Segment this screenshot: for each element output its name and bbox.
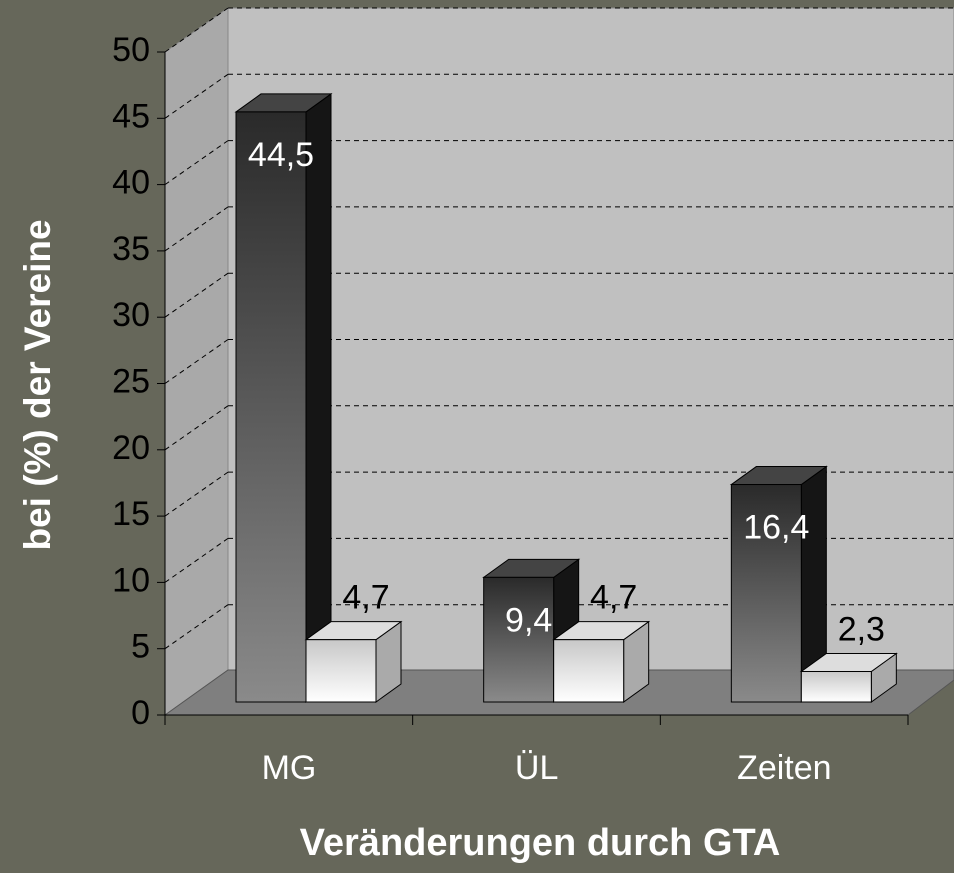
- y-tick-label: 30: [112, 296, 150, 334]
- grid-line: [164, 7, 229, 53]
- bar: [305, 639, 377, 703]
- value-label: 2,3: [838, 610, 885, 648]
- value-label: 44,5: [248, 136, 314, 174]
- value-label: 4,7: [342, 579, 389, 617]
- grid-line: [164, 272, 229, 318]
- y-tick-label: 45: [112, 97, 150, 135]
- y-tick-label: 15: [112, 495, 150, 533]
- bar-side: [305, 92, 332, 703]
- y-axis-title: bei (%) der Vereine: [17, 219, 58, 550]
- bar: [235, 111, 307, 703]
- grid-line: [164, 471, 229, 517]
- y-tick-label: 40: [112, 164, 150, 202]
- grid-line: [164, 537, 229, 583]
- grid-line: [164, 73, 229, 119]
- y-tick-label: 0: [131, 694, 150, 732]
- value-label: 9,4: [505, 601, 552, 639]
- bar: [800, 671, 872, 703]
- bar: [483, 576, 555, 703]
- x-tick-label: MG: [262, 749, 317, 787]
- y-tick-label: 25: [112, 362, 150, 400]
- value-label: 4,7: [590, 579, 637, 617]
- bar: [553, 639, 625, 703]
- bar: [730, 484, 802, 703]
- grid-line: [164, 339, 229, 384]
- x-tick-label: Zeiten: [737, 749, 832, 787]
- y-tick-label: 35: [112, 230, 150, 268]
- y-tick-label: 20: [112, 429, 150, 467]
- grid-line: [164, 405, 229, 451]
- value-label: 16,4: [743, 509, 809, 547]
- y-tick-label: 5: [131, 628, 150, 666]
- y-tick-label: 50: [112, 31, 150, 69]
- grid-line: [164, 206, 229, 252]
- grid-line: [164, 604, 229, 650]
- y-tick-label: 10: [112, 561, 150, 599]
- x-axis-title: Veränderungen durch GTA: [300, 822, 781, 864]
- x-tick-label: ÜL: [515, 749, 558, 787]
- grid-line: [164, 140, 229, 186]
